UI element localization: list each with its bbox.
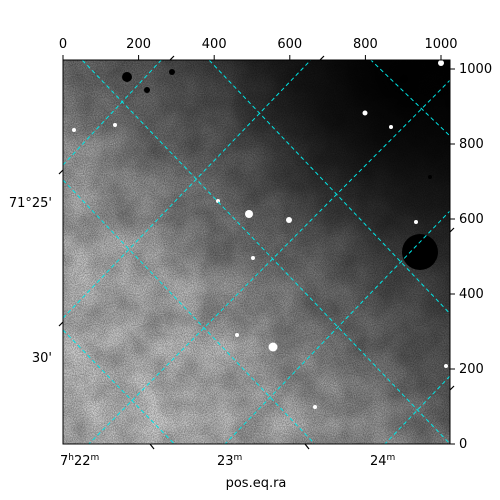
plot-frame bbox=[62, 59, 451, 445]
ra-tick-23m: 23m bbox=[217, 453, 242, 469]
dark-specks bbox=[122, 69, 432, 179]
top-pixel-axis bbox=[62, 55, 442, 60]
x-axis-title: pos.eq.ra bbox=[226, 476, 287, 491]
top-tick-1000: 1000 bbox=[424, 37, 457, 52]
right-tick-200: 200 bbox=[459, 362, 484, 377]
ra-tick-24m: 24m bbox=[370, 453, 395, 469]
right-tick-400: 400 bbox=[459, 287, 484, 302]
coordinate-grid bbox=[63, 60, 450, 444]
right-tick-600: 600 bbox=[459, 212, 484, 227]
dec-tick-71-25: 71°25' bbox=[9, 196, 52, 211]
right-tick-1000: 1000 bbox=[459, 62, 492, 77]
top-tick-400: 400 bbox=[202, 37, 227, 52]
right-pixel-axis bbox=[450, 68, 455, 445]
right-tick-0: 0 bbox=[459, 437, 467, 452]
stars bbox=[72, 60, 448, 409]
dark-source bbox=[402, 234, 438, 270]
ra-tick-7h22m: 7h22m bbox=[60, 453, 99, 469]
top-tick-600: 600 bbox=[277, 37, 302, 52]
top-tick-800: 800 bbox=[353, 37, 378, 52]
top-tick-200: 200 bbox=[126, 37, 151, 52]
dec-tick-30: 30' bbox=[32, 351, 52, 366]
sky-image bbox=[63, 60, 450, 444]
top-tick-0: 0 bbox=[59, 37, 67, 52]
world-ticks bbox=[58, 55, 455, 450]
right-tick-800: 800 bbox=[459, 137, 484, 152]
